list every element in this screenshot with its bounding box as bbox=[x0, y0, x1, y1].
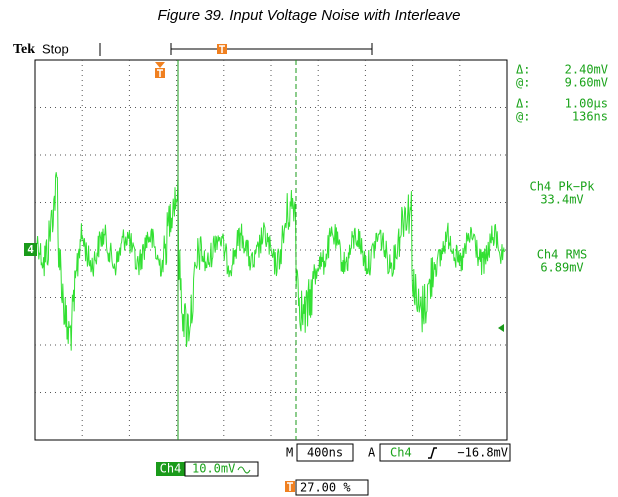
bw-icon bbox=[237, 466, 251, 474]
trigger-box bbox=[379, 443, 511, 462]
waveform bbox=[36, 172, 505, 351]
timebase-box bbox=[296, 443, 354, 462]
timebase-label: M bbox=[286, 446, 293, 460]
measurement-value: 6.89mV bbox=[540, 261, 583, 275]
cursor-value: 1.00µs bbox=[565, 97, 608, 111]
measurement-label: Ch4 RMS bbox=[537, 248, 588, 262]
channel-marker: 4 bbox=[27, 243, 34, 256]
cursor-value: 9.60mV bbox=[565, 76, 608, 90]
scale: 10.0mV bbox=[192, 462, 235, 476]
brand: Tek bbox=[13, 42, 35, 57]
cursor-value: 2.40mV bbox=[565, 63, 608, 77]
channel: Ch4 bbox=[160, 462, 182, 476]
scale-box bbox=[184, 461, 259, 477]
channel-marker-box bbox=[24, 243, 37, 256]
status: Stop bbox=[42, 41, 69, 56]
ref-arrow bbox=[498, 324, 504, 332]
cursor-symbol: Δ: bbox=[516, 63, 530, 77]
trigger-level: −16.8mV bbox=[457, 446, 508, 460]
measurement-label: Ch4 Pk−Pk bbox=[529, 180, 595, 194]
position-box bbox=[295, 479, 369, 496]
slope-icon bbox=[428, 447, 437, 459]
cursor-symbol: @: bbox=[516, 110, 530, 124]
record-ruler bbox=[99, 43, 373, 56]
measurement-value: 33.4mV bbox=[540, 193, 583, 207]
figure-title: Figure 39. Input Voltage Noise with Inte… bbox=[158, 7, 461, 24]
cursor-symbol: Δ: bbox=[516, 97, 530, 111]
cursor-value: 136ns bbox=[572, 110, 608, 124]
trigger-position-marker bbox=[155, 44, 227, 78]
timebase: 400ns bbox=[307, 446, 343, 460]
trigger-channel: Ch4 bbox=[390, 446, 412, 460]
channel-box bbox=[156, 462, 185, 476]
cursor-symbol: @: bbox=[516, 76, 530, 90]
position: 27.00 % bbox=[300, 481, 351, 495]
trigger-label: A bbox=[368, 446, 376, 460]
